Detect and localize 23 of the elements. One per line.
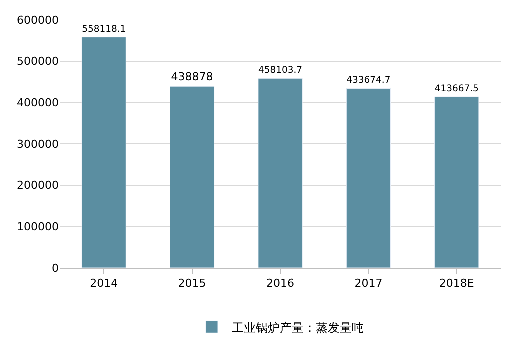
x-tick-label: 2014 [90, 277, 118, 290]
y-tick-label: 100000 [17, 220, 59, 234]
legend-label: 工业锅炉产量：蒸发量吨 [232, 320, 364, 335]
y-tick-label: 200000 [17, 179, 59, 192]
data-label: 558118.1 [82, 24, 126, 35]
bar [170, 86, 215, 268]
y-tick-label: 600000 [17, 14, 59, 27]
bar [258, 78, 303, 268]
data-label: 433674.7 [346, 75, 391, 86]
bar [346, 88, 391, 268]
x-tick-label: 2018E [439, 277, 474, 290]
data-label: 438878 [171, 70, 214, 84]
x-tick-label: 2016 [266, 277, 294, 290]
data-label: 458103.7 [258, 65, 303, 76]
bar [82, 37, 126, 268]
data-label: 413667.5 [434, 84, 480, 94]
bar [434, 96, 480, 268]
y-tick-label: 400000 [17, 96, 59, 110]
y-tick-label: 300000 [17, 138, 59, 151]
x-tick-label: 2015 [178, 277, 206, 290]
y-tick-label: 0 [52, 262, 59, 275]
x-tick-label: 2017 [354, 277, 383, 290]
y-tick-label: 500000 [17, 55, 59, 68]
